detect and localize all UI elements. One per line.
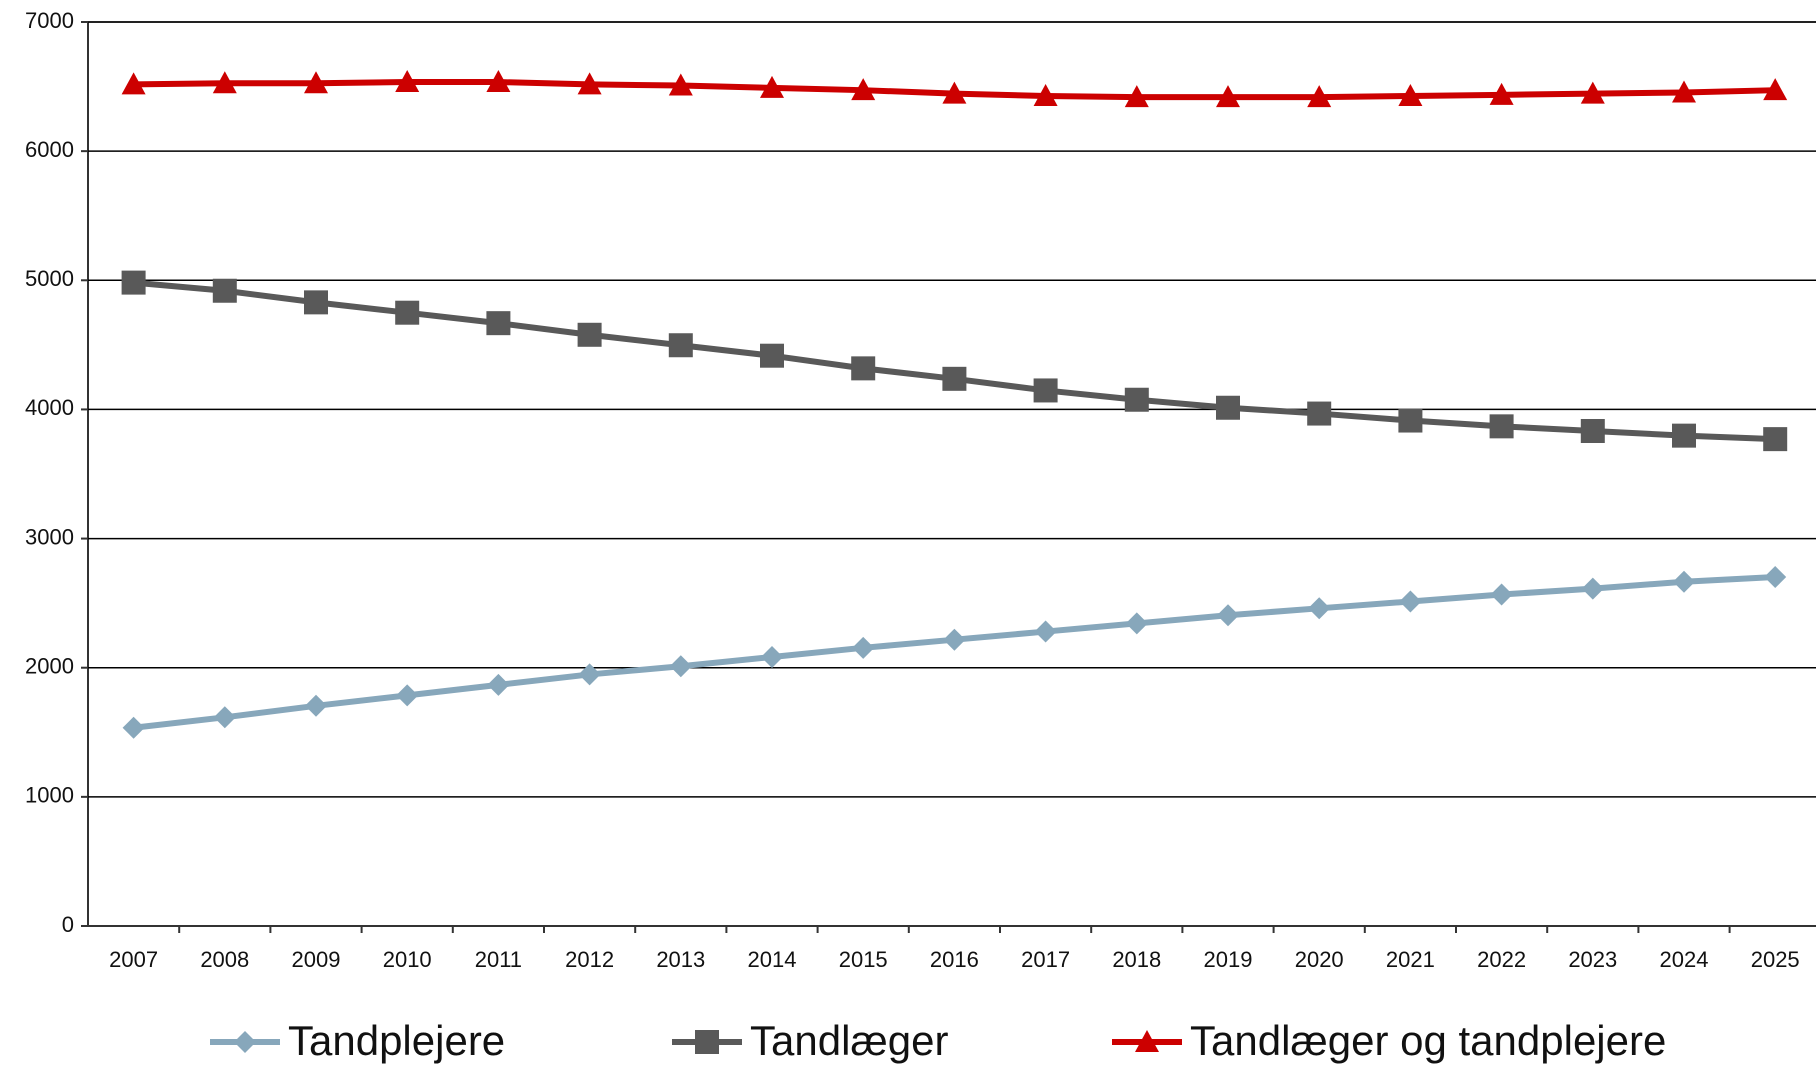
x-tick-label: 2014 — [748, 947, 797, 972]
data-point — [1124, 85, 1149, 108]
series-line — [133, 279, 1776, 443]
data-point — [852, 636, 875, 659]
x-tick-label: 2010 — [383, 947, 432, 972]
legend-marker — [695, 1030, 719, 1054]
data-point — [1307, 401, 1332, 426]
data-point — [1033, 378, 1058, 403]
x-tick-label: 2008 — [200, 947, 249, 972]
data-point — [1672, 423, 1696, 448]
data-point — [1398, 83, 1423, 106]
y-tick-label: 3000 — [25, 524, 74, 549]
x-tick-label: 2018 — [1112, 947, 1161, 972]
data-point — [1580, 81, 1605, 104]
data-point — [942, 81, 967, 104]
x-tick-label: 2013 — [656, 947, 705, 972]
x-tick-label: 2020 — [1295, 947, 1344, 972]
legend-label: Tandplejere — [288, 1017, 505, 1064]
data-point — [1489, 82, 1514, 105]
data-point — [1673, 570, 1695, 593]
data-point — [760, 75, 784, 98]
data-point — [578, 663, 601, 686]
data-point — [121, 72, 146, 95]
x-tick-label: 2022 — [1477, 947, 1526, 972]
data-point — [1490, 583, 1513, 606]
data-point — [1763, 427, 1788, 452]
data-point — [851, 356, 876, 381]
data-point — [395, 300, 420, 325]
y-tick-label: 0 — [62, 912, 74, 937]
data-point — [1672, 80, 1696, 103]
data-point — [304, 71, 328, 94]
x-tick-label: 2023 — [1568, 947, 1617, 972]
data-point — [577, 322, 602, 347]
data-point — [486, 311, 511, 336]
data-point — [1033, 83, 1058, 106]
data-point — [668, 333, 693, 358]
data-point — [122, 716, 145, 739]
x-tick-label: 2011 — [475, 947, 522, 972]
data-point — [1216, 395, 1240, 420]
series-line — [133, 574, 1776, 731]
x-tick-label: 2009 — [292, 947, 341, 972]
data-point — [213, 706, 236, 729]
x-tick-label: 2015 — [839, 947, 888, 972]
y-tick-label: 4000 — [25, 395, 74, 420]
y-tick-label: 2000 — [25, 654, 74, 679]
data-point — [1124, 387, 1149, 412]
data-point — [396, 684, 419, 707]
data-point — [1763, 78, 1788, 101]
data-point — [395, 70, 420, 93]
data-point — [304, 290, 328, 315]
data-point — [487, 673, 510, 696]
data-point — [761, 645, 783, 668]
y-tick-label: 5000 — [25, 266, 74, 291]
data-point — [1308, 597, 1331, 620]
data-point — [669, 655, 692, 678]
data-point — [942, 366, 967, 391]
data-point — [486, 70, 511, 93]
data-point — [121, 270, 146, 295]
data-point — [212, 71, 237, 94]
data-point — [1764, 566, 1787, 589]
x-tick-label: 2021 — [1386, 947, 1435, 972]
legend-label: Tandlæger — [750, 1017, 948, 1064]
data-point — [1034, 620, 1057, 643]
x-tick-label: 2012 — [565, 947, 614, 972]
x-tick-label: 2007 — [109, 947, 158, 972]
data-point — [1307, 85, 1332, 108]
data-point — [212, 278, 237, 303]
legend-label: Tandlæger og tandplejere — [1190, 1017, 1666, 1064]
legend-marker — [1135, 1030, 1159, 1052]
y-tick-label: 6000 — [25, 137, 74, 162]
data-point — [1216, 85, 1240, 108]
legend-marker — [234, 1031, 256, 1053]
x-tick-label: 2016 — [930, 947, 979, 972]
data-point — [577, 72, 602, 95]
data-point — [1217, 604, 1239, 627]
data-point — [760, 343, 784, 368]
data-point — [668, 73, 693, 96]
data-point — [851, 78, 876, 101]
x-tick-label: 2019 — [1204, 947, 1253, 972]
data-point — [1581, 577, 1604, 600]
data-point — [1398, 408, 1423, 433]
data-point — [1489, 414, 1514, 439]
y-tick-label: 1000 — [25, 783, 74, 808]
data-point — [1125, 612, 1148, 635]
x-tick-label: 2017 — [1021, 947, 1070, 972]
data-point — [943, 628, 966, 651]
x-tick-label: 2025 — [1751, 947, 1800, 972]
x-tick-label: 2024 — [1660, 947, 1709, 972]
data-point — [1580, 418, 1605, 443]
data-point — [305, 694, 327, 717]
data-point — [1399, 590, 1422, 613]
y-tick-label: 7000 — [25, 8, 74, 33]
